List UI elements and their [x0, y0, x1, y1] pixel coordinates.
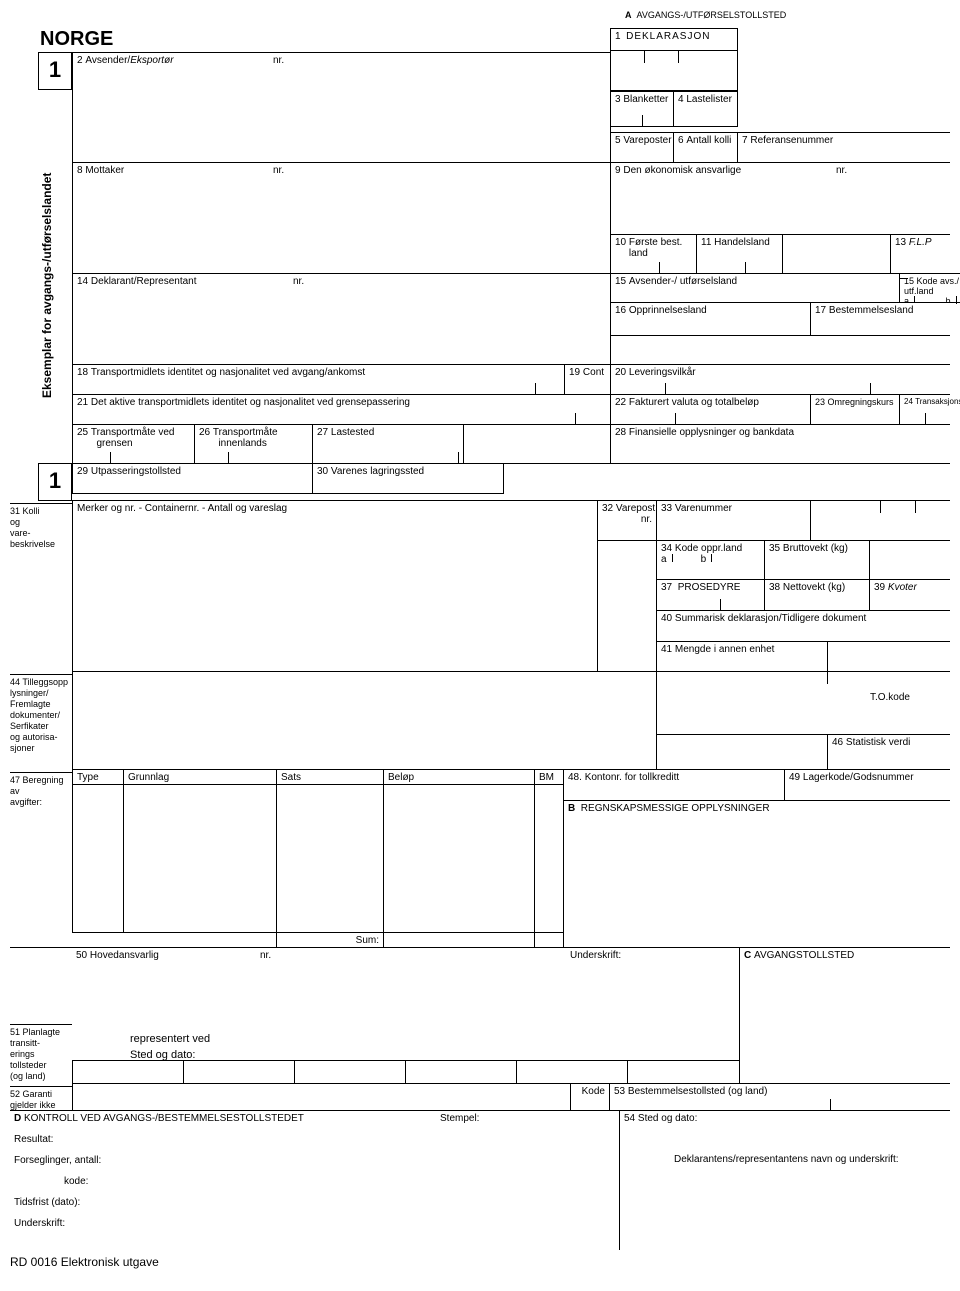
field-4: 4 Lastelister [673, 91, 738, 127]
field-51-b5 [516, 1060, 628, 1084]
field-30: 30 Varenes lagringssted [312, 463, 504, 494]
field-51-b4 [405, 1060, 517, 1084]
field-47-c2: Grunnlag [123, 769, 277, 785]
field-54: 54 Sted og dato: Deklarantens/representa… [619, 1110, 950, 1250]
vertical-copy-label: Eksemplar for avgangs-/utførselslandet [40, 138, 54, 398]
field-47-sum: Sum: [276, 932, 384, 948]
box-b: B REGNSKAPSMESSIGE OPPLYSNINGER [563, 800, 950, 948]
field-11: 11 Handelsland [696, 234, 783, 274]
field-47-sumval [383, 932, 535, 948]
field-13: 13 F.L.P [890, 234, 950, 274]
field-15: 15 Avsender-/ utførselsland [610, 273, 900, 303]
field-47-col1 [72, 784, 124, 933]
field-10: 10 Første best. land [610, 234, 697, 274]
field-47-c1: Type [72, 769, 124, 785]
field-27: 27 Lastested [312, 424, 464, 464]
field-47-c3: Sats [276, 769, 384, 785]
field-50: 50 Hovedansvarlig nr. Underskrift: [10, 947, 740, 1022]
field-41b [827, 641, 950, 672]
field-34: 34 Kode oppr.landab [656, 540, 765, 580]
field-2: 2 Avsender/Eksportør nr. [72, 52, 611, 163]
field-18: 18 Transportmidlets identitet og nasjona… [72, 364, 565, 395]
field-40: 40 Summarisk deklarasjon/Tidligere dokum… [656, 610, 950, 642]
copy-number-top: 1 [38, 52, 72, 90]
field-26: 26 Transportmåte innenlands [194, 424, 313, 464]
field-6: 6 Antall kolli [673, 132, 738, 163]
field-44-label: 44 Tilleggsopplysninger/Fremlagtedokumen… [10, 674, 72, 754]
field-46: 46 Statistisk verdi [827, 734, 950, 770]
field-51-label: 51 Planlagtetransitt-eringstollsteder(og… [10, 1024, 72, 1082]
field-44-tok: T.O.kode [656, 671, 950, 735]
field-51-b6 [627, 1060, 740, 1084]
field-7: 7 Referansenummer [737, 132, 950, 163]
field-47-col5 [534, 784, 564, 933]
field-49: 49 Lagerkode/Godsnummer [784, 769, 950, 801]
field-35b [869, 540, 950, 580]
field-37: 37 PROSEDYRE [656, 579, 765, 611]
field-38: 38 Nettovekt (kg) [764, 579, 870, 611]
field-47-c5: BM [534, 769, 564, 785]
country-title: NORGE [40, 28, 113, 51]
box-a-label: A AVGANGS-/UTFØRSELSTOLLSTED [625, 10, 786, 20]
field-47-col3 [276, 784, 384, 933]
field-33: 33 Varenummer [656, 500, 950, 541]
field-47-col2 [123, 784, 277, 933]
field-50-rep: representert ved [130, 1033, 210, 1045]
field-47-col4 [383, 784, 535, 933]
field-35: 35 Bruttovekt (kg) [764, 540, 870, 580]
field-8: 8 Mottaker nr. [72, 162, 611, 274]
field-31: Merker og nr. - Containernr. - Antall og… [72, 500, 598, 672]
field-47-sumbm [534, 932, 564, 948]
field-48: 48. Kontonr. for tollkreditt [563, 769, 785, 801]
field-53: 53 Bestemmelsestollsted (og land) [609, 1083, 950, 1111]
field-31-label: 31 Kolliogvare-beskrivelse [10, 503, 72, 550]
field-29: 29 Utpasseringstollsted [72, 463, 313, 494]
box-c: C AVGANGSTOLLSTED [739, 947, 950, 1084]
field-17: 17 Bestemmelsesland [810, 302, 950, 336]
field-41: 41 Mengde i annen enhet [656, 641, 828, 672]
field-5: 5 Vareposter [610, 132, 674, 163]
field-25: 25 Transportmåte ved grensen [72, 424, 195, 464]
field-19: 19 Cont [564, 364, 611, 395]
field-51-b3 [294, 1060, 406, 1084]
field-52-label: 52 Garantigjelder ikke [10, 1086, 72, 1111]
field-21: 21 Det aktive transportmidlets identitet… [72, 394, 611, 425]
form-footer: RD 0016 Elektronisk utgave [10, 1255, 159, 1269]
field-22: 22 Fakturert valuta og totalbeløp [610, 394, 811, 425]
field-28: 28 Finansielle opplysninger og bankdata [610, 424, 950, 464]
field-51-b2 [183, 1060, 295, 1084]
field-32: 32 Varepostnr. [597, 500, 657, 541]
field-47-c4: Beløp [383, 769, 535, 785]
spacer-1 [503, 463, 950, 494]
field-47-label: 47 Beregningavavgifter: [10, 772, 72, 808]
copy-number-bottom: 1 [38, 463, 72, 501]
field-52: Kode [72, 1083, 610, 1111]
field-44b [656, 734, 828, 770]
field-14: 14 Deklarant/Representant nr. [72, 273, 611, 365]
box-d: D KONTROLL VED AVGANGS-/BESTEMMELSESTOLL… [10, 1110, 620, 1250]
field-20: 20 Leveringsvilkår [610, 364, 950, 395]
field-51-b1 [72, 1060, 184, 1084]
field-1-sub [610, 50, 738, 91]
field-9: 9 Den økonomisk ansvarlige nr. [610, 162, 950, 235]
field-15k: 15 Kode avs./ utf.land a b [899, 273, 960, 303]
field-16: 16 Opprinnelsesland [610, 302, 811, 336]
field-44 [72, 671, 657, 770]
field-39: 39 Kvoter [869, 579, 950, 611]
field-23: 23 Omregningskurs [810, 394, 900, 425]
